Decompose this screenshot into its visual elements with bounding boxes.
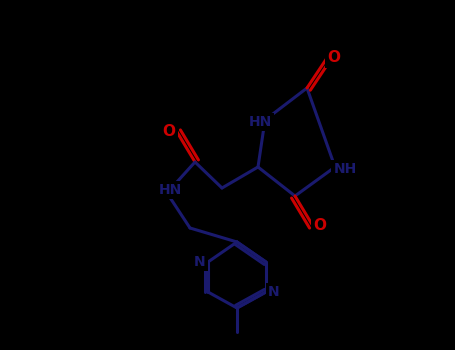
- Text: HN: HN: [158, 183, 182, 197]
- Text: NH: NH: [334, 162, 357, 176]
- Text: N: N: [268, 285, 280, 299]
- Text: O: O: [313, 218, 327, 233]
- Text: O: O: [328, 50, 340, 65]
- Text: HN: HN: [248, 115, 272, 129]
- Text: N: N: [194, 255, 206, 269]
- Text: O: O: [162, 125, 176, 140]
